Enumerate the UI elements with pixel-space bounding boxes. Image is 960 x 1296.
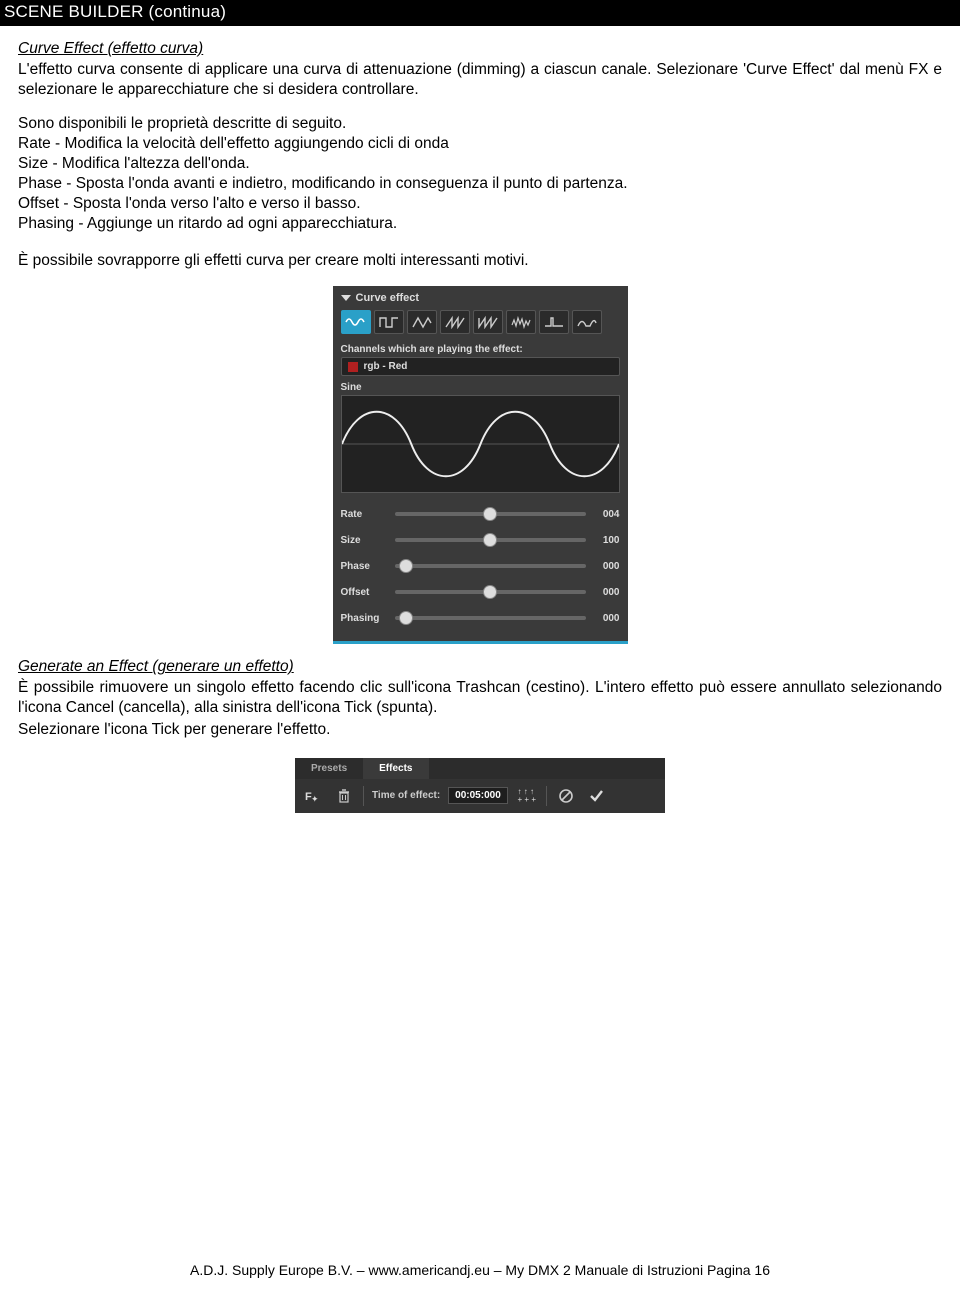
generate-effect-line2: Selezionare l'icona Tick per generare l'… [18, 720, 942, 740]
separator [363, 786, 364, 806]
generate-effect-heading: Generate an Effect (generare un effetto) [18, 658, 942, 676]
waveform-sine-button[interactable] [341, 310, 371, 334]
curve-effect-overlap: È possibile sovrapporre gli effetti curv… [18, 251, 942, 271]
waveform-revsaw-button[interactable] [473, 310, 503, 334]
slider-phase-row: Phase 000 [341, 553, 620, 579]
noise-icon [510, 315, 532, 329]
sliders-group: Rate 004 Size 100 Phase 000 Offset [333, 501, 628, 631]
fx-add-button[interactable]: F ✦ [303, 785, 325, 807]
cancel-button[interactable] [555, 785, 577, 807]
prop-line-2: Size - Modifica l'altezza dell'onda. [18, 154, 942, 174]
slider-offset-label: Offset [341, 587, 389, 598]
tab-presets[interactable]: Presets [295, 758, 363, 779]
slider-offset-value: 000 [592, 587, 620, 598]
phasing-icon: ↑ ↑ ↑+ + + [518, 788, 536, 803]
slider-size[interactable] [395, 538, 586, 542]
channel-selector[interactable]: rgb - Red [341, 357, 620, 376]
slider-rate-value: 004 [592, 509, 620, 520]
waveform-square-button[interactable] [374, 310, 404, 334]
sine-icon [345, 315, 367, 329]
time-of-effect-value[interactable]: 00:05:000 [448, 787, 508, 804]
waveform-preview [341, 395, 620, 493]
svg-text:✦: ✦ [311, 794, 319, 804]
prop-line-1: Rate - Modifica la velocità dell'effetto… [18, 134, 942, 154]
slider-phasing[interactable] [395, 616, 586, 620]
cancel-icon [558, 788, 574, 804]
triangle-icon [411, 315, 433, 329]
slider-rate-row: Rate 004 [341, 501, 620, 527]
slider-phase[interactable] [395, 564, 586, 568]
waveform-noise-button[interactable] [506, 310, 536, 334]
panel-title-row[interactable]: Curve effect [333, 292, 628, 310]
waveform-saw-button[interactable] [440, 310, 470, 334]
trashcan-icon [337, 788, 351, 804]
slider-offset-row: Offset 000 [341, 579, 620, 605]
revsaw-icon [477, 315, 499, 329]
curve-effect-heading: Curve Effect (effetto curva) [18, 40, 942, 58]
slider-phase-value: 000 [592, 561, 620, 572]
channel-color-swatch [348, 362, 358, 372]
slider-rate-label: Rate [341, 509, 389, 520]
effects-toolbar-panel: Presets Effects F ✦ [295, 758, 665, 813]
curve-effect-panel: Curve effect [333, 286, 628, 644]
trashcan-button[interactable] [333, 785, 355, 807]
slider-phase-label: Phase [341, 561, 389, 572]
curve-effect-intro: L'effetto curva consente di applicare un… [18, 60, 942, 100]
waveform-name: Sine [333, 382, 628, 393]
waveform-triangle-button[interactable] [407, 310, 437, 334]
square-icon [378, 315, 400, 329]
prop-line-5: Phasing - Aggiunge un ritardo ad ogni ap… [18, 214, 942, 234]
separator-2 [546, 786, 547, 806]
generate-effect-para: È possibile rimuovere un singolo effetto… [18, 678, 942, 718]
slider-phasing-value: 000 [592, 613, 620, 624]
waveform-half-button[interactable] [572, 310, 602, 334]
tick-icon [588, 788, 604, 804]
section-header: SCENE BUILDER (continua) [0, 0, 960, 26]
slider-size-label: Size [341, 535, 389, 546]
pulse-icon [543, 315, 565, 329]
tick-button[interactable] [585, 785, 607, 807]
slider-phasing-label: Phasing [341, 613, 389, 624]
panel-tabs: Presets Effects [295, 758, 665, 779]
panel-title: Curve effect [356, 292, 420, 304]
phasing-tool-button[interactable]: ↑ ↑ ↑+ + + [516, 785, 538, 807]
waveform-pulse-button[interactable] [539, 310, 569, 334]
slider-rate[interactable] [395, 512, 586, 516]
halfsine-icon [576, 315, 598, 329]
collapse-icon [341, 295, 351, 301]
page-footer: A.D.J. Supply Europe B.V. – www.american… [0, 1262, 960, 1278]
fx-icon: F ✦ [305, 788, 323, 804]
prop-line-3: Phase - Sposta l'onda avanti e indietro,… [18, 174, 942, 194]
slider-size-value: 100 [592, 535, 620, 546]
section-header-text: SCENE BUILDER (continua) [0, 2, 226, 21]
channel-name: rgb - Red [364, 361, 408, 372]
slider-phasing-row: Phasing 000 [341, 605, 620, 631]
channels-label: Channels which are playing the effect: [333, 340, 628, 357]
time-of-effect-label: Time of effect: [372, 790, 440, 801]
sine-preview-svg [342, 396, 619, 492]
effects-toolbar: F ✦ Time of effect: 00:05:000 [295, 779, 665, 813]
slider-offset[interactable] [395, 590, 586, 594]
prop-line-0: Sono disponibili le proprietà descritte … [18, 114, 942, 134]
tab-effects[interactable]: Effects [363, 758, 428, 779]
waveform-buttons [333, 310, 628, 340]
slider-size-row: Size 100 [341, 527, 620, 553]
prop-line-4: Offset - Sposta l'onda verso l'alto e ve… [18, 194, 942, 214]
saw-icon [444, 315, 466, 329]
